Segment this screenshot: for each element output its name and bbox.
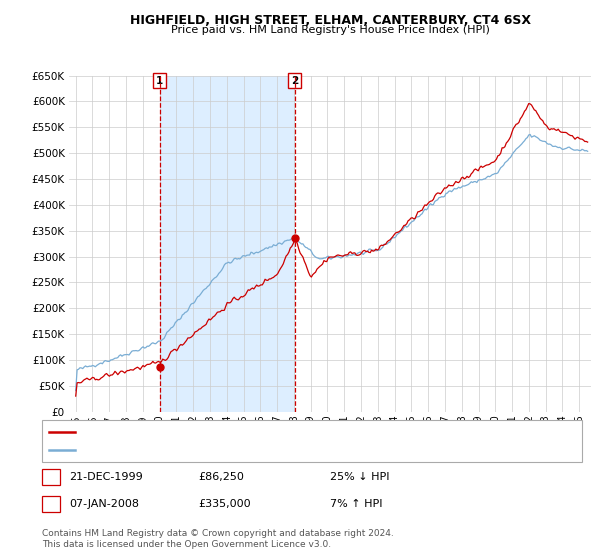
Text: HPI: Average price, detached house, Folkestone and Hythe: HPI: Average price, detached house, Folk… — [79, 445, 366, 455]
Text: HIGHFIELD, HIGH STREET, ELHAM, CANTERBURY, CT4 6SX: HIGHFIELD, HIGH STREET, ELHAM, CANTERBUR… — [130, 14, 530, 27]
Text: Price paid vs. HM Land Registry's House Price Index (HPI): Price paid vs. HM Land Registry's House … — [170, 25, 490, 35]
Text: £86,250: £86,250 — [198, 472, 244, 482]
Bar — [160, 76, 295, 412]
Text: 21-DEC-1999: 21-DEC-1999 — [69, 472, 143, 482]
Text: 1: 1 — [47, 472, 55, 482]
Text: 2: 2 — [47, 499, 55, 509]
Text: 25% ↓ HPI: 25% ↓ HPI — [330, 472, 389, 482]
Text: 07-JAN-2008: 07-JAN-2008 — [69, 499, 139, 509]
Text: 2: 2 — [291, 76, 298, 86]
Text: 1: 1 — [156, 76, 163, 86]
Text: Contains HM Land Registry data © Crown copyright and database right 2024.
This d: Contains HM Land Registry data © Crown c… — [42, 529, 394, 549]
Text: £335,000: £335,000 — [198, 499, 251, 509]
Text: 7% ↑ HPI: 7% ↑ HPI — [330, 499, 383, 509]
Text: HIGHFIELD, HIGH STREET, ELHAM, CANTERBURY, CT4 6SX (detached house): HIGHFIELD, HIGH STREET, ELHAM, CANTERBUR… — [79, 427, 452, 437]
